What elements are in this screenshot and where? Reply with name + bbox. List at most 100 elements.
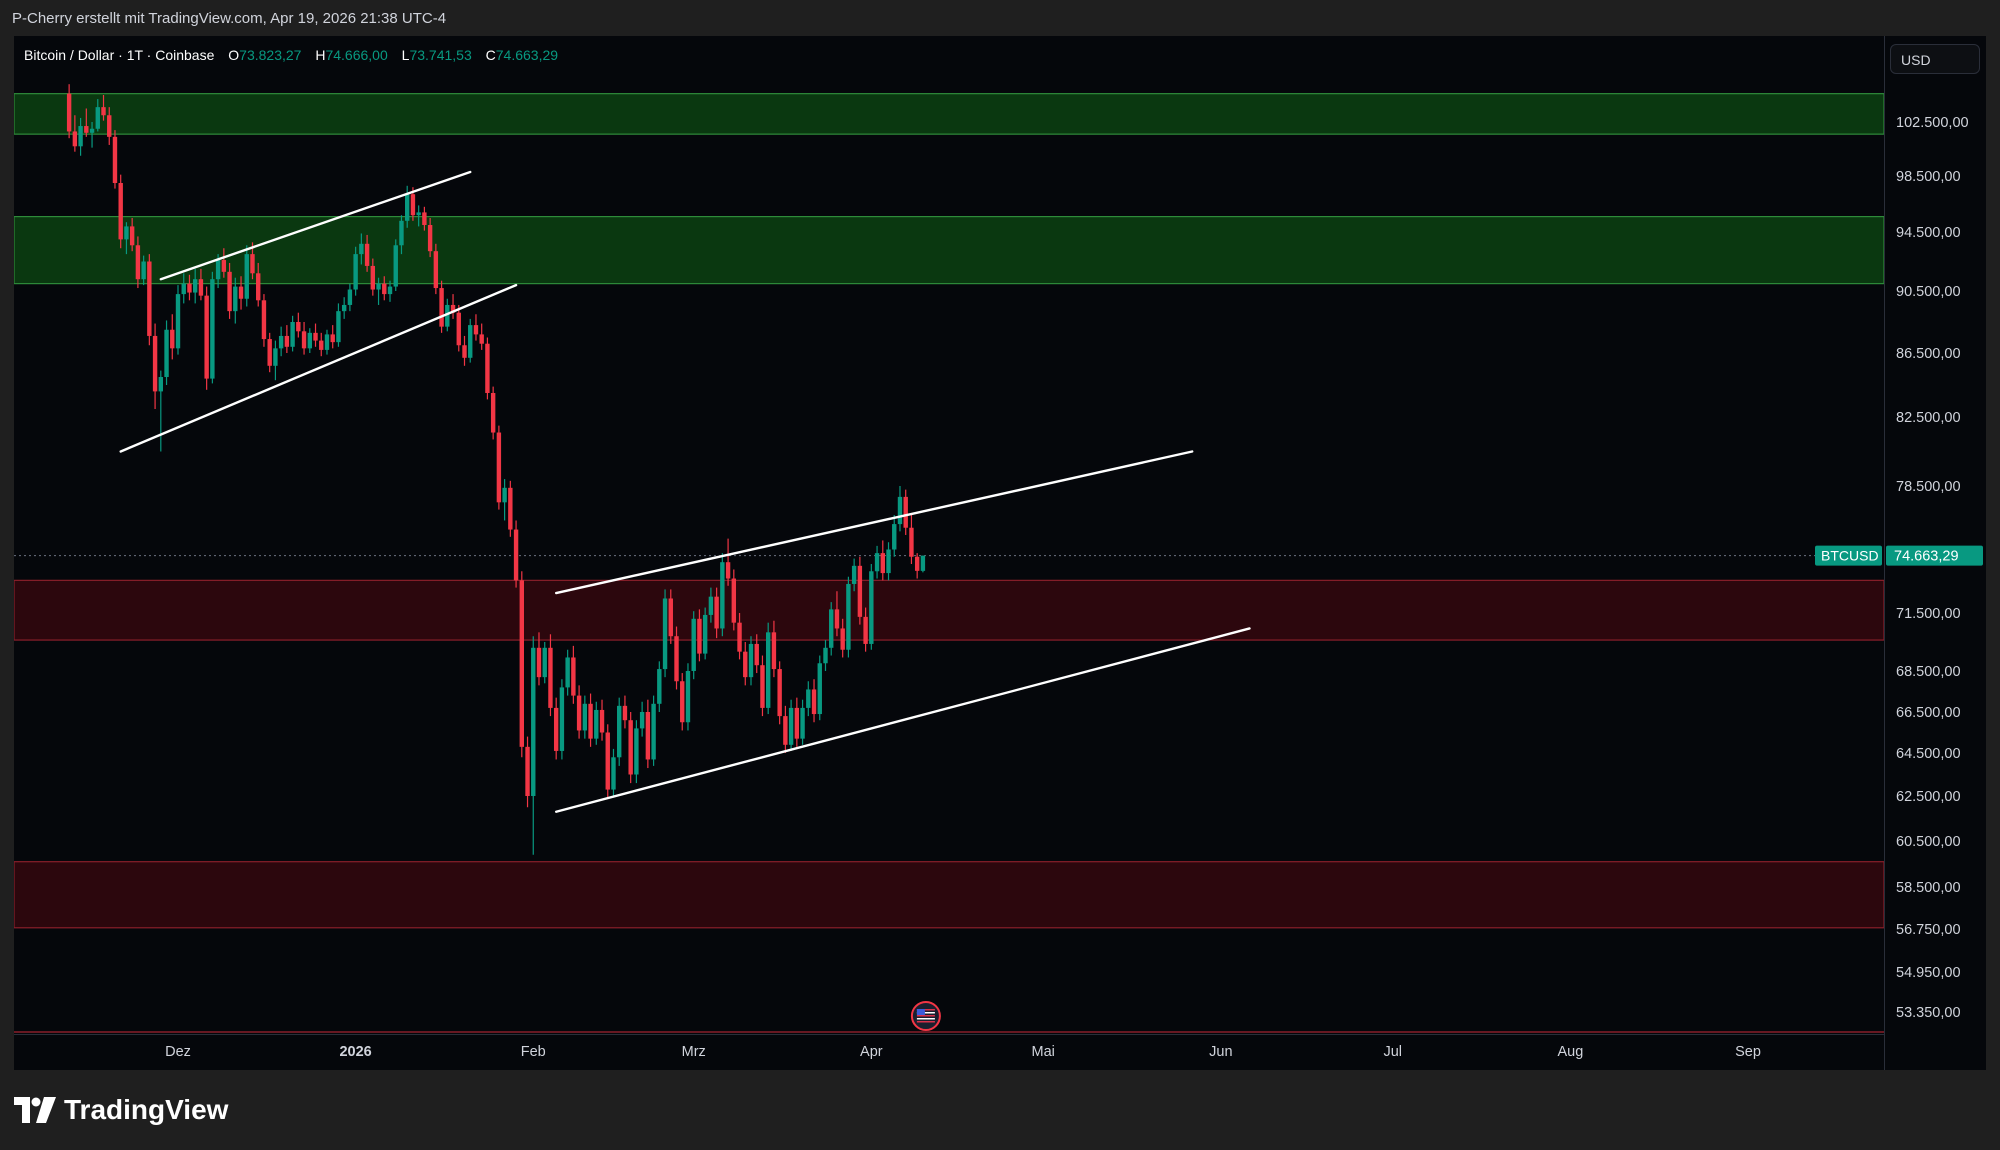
candle-75 (496, 425, 502, 510)
trendline-0 (159, 170, 472, 281)
candle-body (439, 288, 444, 327)
chart-plot[interactable]: 102.500,00 98.500,00 94.500,00 90.500,00 86.… (14, 36, 1986, 1070)
time-axis: Dez 2026 Feb Mrz Apr Mai Jun Jul Aug Sep (14, 1001, 1884, 1070)
candle-122 (765, 622, 771, 715)
candle-body (215, 260, 221, 280)
candle-body (450, 304, 456, 313)
candle-body (582, 703, 588, 731)
resistance-zone-0 (14, 93, 1885, 135)
x-tick-label-2: Feb (521, 1044, 546, 1060)
candle-67 (450, 294, 456, 319)
price-axis: 102.500,00 98.500,00 94.500,00 90.500,00 86.… (1815, 36, 1986, 1070)
candle-body (525, 746, 530, 796)
candle-body (914, 556, 920, 571)
candle-37 (278, 326, 284, 357)
candle-53 (370, 258, 376, 296)
candle-body (576, 695, 582, 731)
candle-body (548, 647, 553, 708)
candle-body (301, 331, 307, 349)
candle-115 (725, 538, 731, 586)
candle-body (473, 325, 479, 335)
y-tick-label-7: 71.500,00 (1896, 606, 1961, 622)
candle-body (107, 115, 112, 137)
candle-body (192, 279, 198, 293)
candle-79 (519, 571, 524, 758)
candle-62 (422, 206, 427, 231)
candle-39 (290, 315, 295, 352)
candle-body (267, 339, 272, 366)
candle-36 (273, 340, 278, 381)
candle-body (445, 304, 450, 327)
candle-body (376, 283, 381, 290)
candle-body (290, 322, 295, 347)
candle-body (359, 243, 364, 255)
tradingview-brand[interactable]: TradingView (14, 1094, 228, 1126)
candle-92 (594, 701, 599, 745)
candle-94 (605, 724, 610, 799)
candle-19 (175, 285, 181, 355)
currency-selector[interactable]: USD (1890, 44, 1980, 74)
candle-35 (267, 332, 272, 373)
candle-body (611, 757, 616, 790)
flag-stripe (916, 1015, 935, 1017)
legend-low-value: 73.741,53 (409, 47, 472, 63)
candle-body (422, 212, 427, 225)
chart-frame[interactable]: 102.500,00 98.500,00 94.500,00 90.500,00 86.… (14, 36, 1986, 1070)
candle-106 (674, 626, 679, 690)
candle-body (725, 562, 731, 579)
candle-34 (261, 294, 267, 347)
candle-body (485, 343, 490, 393)
candle-98 (628, 712, 633, 784)
y-tick-label-5: 82.500,00 (1896, 410, 1961, 426)
candle-body (508, 487, 513, 530)
candle-body (702, 614, 708, 654)
candle-body (129, 226, 135, 246)
candle-body (846, 583, 851, 650)
candle-body (66, 93, 72, 132)
candle-body (112, 136, 118, 183)
candle-116 (731, 569, 737, 631)
candle-body (124, 226, 129, 240)
candle-body (175, 294, 181, 349)
candle-117 (737, 613, 742, 660)
candle-body (531, 647, 536, 796)
candle-body (382, 283, 387, 295)
candle-61 (416, 205, 421, 227)
candle-82 (536, 632, 542, 686)
candle-24 (204, 286, 209, 390)
candle-16 (158, 370, 164, 452)
candle-body (851, 565, 857, 584)
candle-body (834, 609, 840, 629)
candle-body (399, 220, 404, 246)
candle-30 (238, 276, 244, 310)
candle-81 (531, 636, 536, 855)
candle-body (920, 555, 926, 571)
candle-body (605, 732, 610, 790)
flag-stripe (916, 1009, 935, 1011)
resistance-zone-1 (14, 216, 1885, 285)
candle-134 (834, 591, 840, 637)
candle-118 (743, 642, 748, 686)
legend-high-value: 74.666,00 (325, 47, 388, 63)
candle-21 (187, 274, 192, 301)
candle-body (393, 245, 398, 287)
legend-high-label: H (315, 47, 326, 63)
candle-130 (811, 679, 817, 723)
candle-64 (433, 243, 439, 295)
trendline-1 (119, 283, 518, 453)
candle-6 (101, 95, 106, 121)
candle-body (817, 663, 822, 715)
flag-canton (916, 1009, 925, 1015)
candle-2 (78, 117, 83, 156)
candle-body (760, 665, 765, 708)
candle-13 (141, 255, 146, 286)
candle-body (594, 709, 599, 739)
candle-body (278, 335, 284, 349)
candle-141 (874, 545, 880, 579)
candle-body (771, 632, 777, 670)
candle-146 (903, 489, 908, 535)
candle-57 (393, 239, 398, 291)
candle-body (427, 225, 433, 252)
x-tick-label-9: Sep (1735, 1044, 1761, 1060)
candle-84 (548, 634, 553, 717)
